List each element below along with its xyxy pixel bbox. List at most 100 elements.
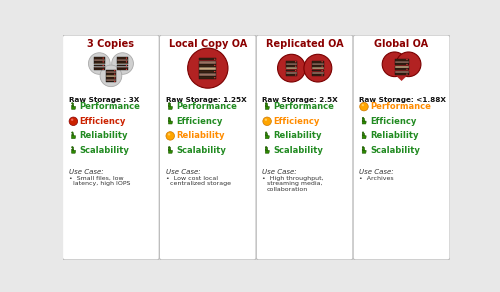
- Polygon shape: [72, 147, 73, 150]
- FancyBboxPatch shape: [62, 35, 160, 260]
- Circle shape: [126, 65, 127, 66]
- Bar: [286, 63, 298, 65]
- Circle shape: [114, 81, 116, 82]
- Polygon shape: [72, 133, 73, 135]
- Bar: [106, 79, 117, 81]
- Bar: [286, 65, 298, 67]
- Circle shape: [88, 53, 110, 74]
- Circle shape: [263, 117, 272, 126]
- Text: Use Case:: Use Case:: [68, 169, 104, 175]
- Bar: [200, 61, 216, 64]
- Circle shape: [214, 71, 216, 72]
- Text: Performance: Performance: [274, 102, 334, 111]
- Bar: [117, 57, 128, 59]
- Text: 3 Copies: 3 Copies: [88, 39, 134, 49]
- Circle shape: [114, 70, 116, 71]
- Circle shape: [214, 59, 216, 60]
- Text: Reliability: Reliability: [80, 131, 128, 140]
- Circle shape: [214, 77, 216, 78]
- Circle shape: [266, 147, 267, 148]
- Text: streaming media,: streaming media,: [267, 181, 322, 186]
- Bar: [94, 69, 104, 70]
- Polygon shape: [362, 120, 366, 124]
- Bar: [394, 63, 408, 65]
- Bar: [394, 58, 408, 60]
- Polygon shape: [362, 149, 366, 153]
- Circle shape: [295, 66, 296, 67]
- Bar: [106, 81, 117, 82]
- Polygon shape: [266, 135, 269, 139]
- Text: •  Archives: • Archives: [360, 176, 394, 181]
- Polygon shape: [168, 105, 172, 109]
- Text: Use Case:: Use Case:: [262, 169, 297, 175]
- Circle shape: [265, 119, 267, 121]
- Bar: [94, 59, 104, 61]
- Bar: [94, 61, 104, 62]
- FancyBboxPatch shape: [353, 35, 450, 260]
- Text: Reliability: Reliability: [176, 131, 225, 140]
- Text: Replicated OA: Replicated OA: [266, 39, 344, 49]
- Circle shape: [406, 69, 408, 70]
- Circle shape: [168, 147, 170, 148]
- Text: Local Copy OA: Local Copy OA: [168, 39, 247, 49]
- Circle shape: [362, 147, 364, 148]
- Circle shape: [168, 102, 170, 104]
- Polygon shape: [72, 105, 76, 109]
- Circle shape: [102, 65, 104, 66]
- Text: Performance: Performance: [370, 102, 431, 111]
- Text: •  Low cost local: • Low cost local: [166, 176, 218, 181]
- Bar: [106, 69, 117, 71]
- Polygon shape: [362, 133, 364, 135]
- Bar: [312, 67, 324, 69]
- Bar: [94, 57, 104, 59]
- Text: Raw Storage: 1.25X: Raw Storage: 1.25X: [166, 98, 246, 103]
- Bar: [394, 73, 408, 75]
- Circle shape: [168, 117, 170, 119]
- Bar: [117, 61, 128, 62]
- Circle shape: [126, 69, 127, 70]
- Bar: [312, 72, 324, 74]
- Bar: [200, 58, 216, 60]
- Bar: [312, 69, 324, 72]
- Bar: [200, 70, 216, 73]
- Bar: [394, 66, 408, 68]
- Circle shape: [396, 52, 421, 77]
- Polygon shape: [168, 120, 172, 124]
- Polygon shape: [362, 118, 364, 121]
- Polygon shape: [362, 135, 366, 139]
- Circle shape: [278, 54, 305, 82]
- Polygon shape: [168, 103, 170, 106]
- Bar: [117, 63, 128, 65]
- Circle shape: [102, 61, 104, 62]
- Polygon shape: [266, 105, 269, 109]
- Circle shape: [406, 59, 408, 60]
- Text: Scalability: Scalability: [370, 146, 420, 155]
- Circle shape: [188, 48, 228, 88]
- Polygon shape: [72, 135, 76, 139]
- Circle shape: [100, 65, 122, 87]
- Bar: [312, 61, 324, 63]
- Polygon shape: [72, 103, 73, 106]
- Bar: [94, 63, 104, 65]
- Text: Raw Storage: 2.5X: Raw Storage: 2.5X: [262, 98, 338, 103]
- Polygon shape: [266, 147, 267, 150]
- Polygon shape: [266, 149, 269, 153]
- Polygon shape: [266, 103, 267, 106]
- Text: Reliability: Reliability: [370, 131, 418, 140]
- Circle shape: [72, 132, 73, 133]
- Circle shape: [362, 132, 364, 133]
- FancyBboxPatch shape: [160, 35, 256, 260]
- Circle shape: [102, 69, 104, 70]
- Bar: [200, 64, 216, 67]
- Bar: [94, 65, 104, 66]
- Bar: [200, 73, 216, 76]
- Bar: [200, 67, 216, 70]
- Polygon shape: [362, 147, 364, 150]
- Bar: [394, 71, 408, 73]
- Bar: [94, 67, 104, 68]
- Bar: [286, 72, 298, 74]
- Text: Global OA: Global OA: [374, 39, 428, 49]
- Text: Reliability: Reliability: [274, 131, 322, 140]
- Circle shape: [266, 102, 267, 104]
- Bar: [200, 76, 216, 79]
